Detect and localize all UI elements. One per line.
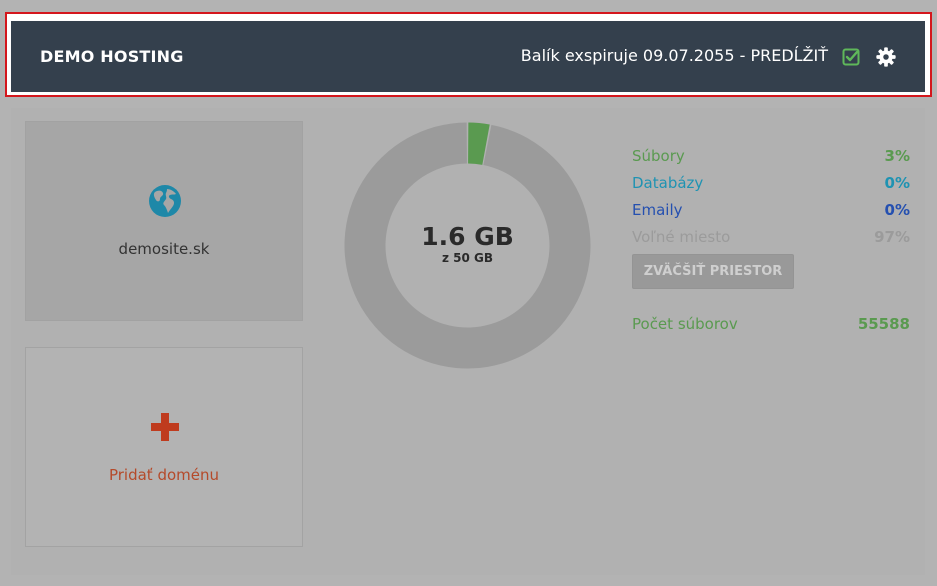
- enlarge-storage-button[interactable]: ZVÄČŠIŤ PRIESTOR: [632, 254, 794, 289]
- donut-segment-Voľné miesto: [344, 122, 591, 369]
- brand-title: DEMO HOSTING: [40, 47, 184, 66]
- legend-value: 3%: [884, 147, 910, 165]
- domain-name: demosite.sk: [118, 240, 210, 258]
- check-square-icon[interactable]: [842, 48, 860, 66]
- storage-used: 1.6 GB: [421, 222, 514, 251]
- storage-donut-chart: [344, 122, 591, 369]
- donut-segment-Súbory: [468, 122, 490, 165]
- legend-value: 0%: [884, 174, 910, 192]
- top-bar: DEMO HOSTING Balík exspiruje 09.07.2055 …: [11, 21, 925, 92]
- package-expiry-link[interactable]: Balík exspiruje 09.07.2055 - PREDĹŽIŤ: [520, 46, 828, 65]
- domain-card[interactable]: demosite.sk: [25, 121, 303, 321]
- legend-row-files: Súbory 3%: [632, 147, 910, 169]
- globe-icon: [149, 185, 181, 217]
- gear-icon[interactable]: [875, 46, 897, 68]
- file-count-value: 55588: [857, 315, 910, 333]
- legend-value: 0%: [884, 201, 910, 219]
- file-count-row: Počet súborov 55588: [632, 315, 910, 337]
- storage-total: z 50 GB: [441, 251, 494, 265]
- legend-label: Databázy: [632, 174, 704, 192]
- legend-row-free-space: Voľné miesto 97%: [632, 228, 910, 250]
- legend-label: Voľné miesto: [632, 228, 731, 246]
- add-domain-label: Pridať doménu: [108, 466, 220, 484]
- plus-icon: [151, 413, 179, 441]
- legend-value: 97%: [874, 228, 910, 246]
- legend-label: Emaily: [632, 201, 683, 219]
- legend-label: Súbory: [632, 147, 685, 165]
- add-domain-card[interactable]: Pridať doménu: [25, 347, 303, 547]
- legend-row-databases: Databázy 0%: [632, 174, 910, 196]
- legend-row-emails: Emaily 0%: [632, 201, 910, 223]
- storage-summary: 1.6 GB z 50 GB: [344, 222, 591, 264]
- file-count-label: Počet súborov: [632, 315, 738, 333]
